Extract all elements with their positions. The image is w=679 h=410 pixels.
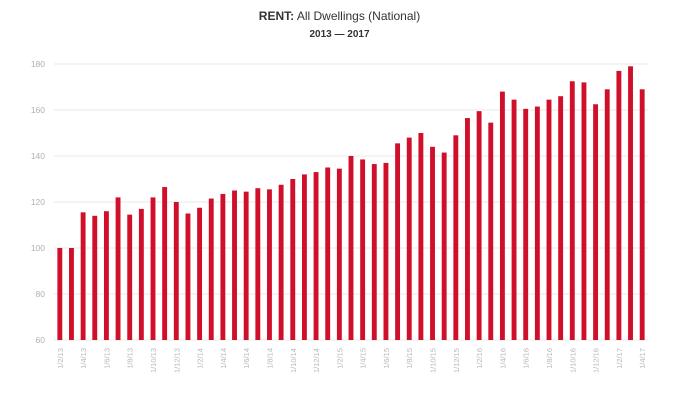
bar	[371, 164, 377, 340]
x-tick-label: 1/12/13	[172, 348, 181, 373]
bar	[581, 82, 587, 341]
bar	[185, 213, 191, 340]
bar	[173, 202, 179, 340]
x-axis-labels: 1/2/13 1/4/13 1/6/13 1/8/13 1/10/13 1/12/13 1/…	[56, 348, 647, 373]
x-tick-label: 1/4/13	[79, 348, 88, 369]
bar	[395, 143, 401, 340]
x-tick-label: 1/10/14	[289, 348, 298, 373]
x-tick-label: 1/12/16	[592, 348, 601, 373]
bar	[406, 137, 412, 340]
bar	[162, 187, 168, 340]
x-tick-label: 1/4/17	[638, 348, 647, 369]
x-tick-label: 1/2/14	[196, 348, 205, 369]
bar	[267, 189, 272, 340]
bar	[80, 212, 86, 340]
bar	[360, 159, 366, 340]
bar	[103, 211, 109, 340]
bars	[57, 66, 645, 341]
x-tick-label: 1/6/13	[102, 348, 111, 369]
x-tick-label: 1/4/14	[219, 348, 228, 369]
bar	[69, 248, 74, 340]
bar	[558, 96, 564, 340]
bar	[383, 162, 389, 340]
y-tick-label: 160	[31, 105, 45, 115]
bar	[336, 168, 342, 340]
x-tick-label: 1/8/14	[265, 348, 274, 369]
y-axis-labels: 60 80 100 120 140 160 180	[31, 59, 45, 345]
y-tick-label: 100	[31, 243, 45, 253]
bar	[499, 91, 505, 340]
bar	[290, 179, 296, 340]
bar	[115, 197, 121, 340]
x-tick-label: 1/8/15	[405, 348, 414, 369]
bar	[92, 215, 98, 340]
bar	[138, 208, 144, 340]
bar	[313, 172, 319, 340]
bar	[465, 118, 470, 340]
bar	[57, 248, 63, 340]
bar	[348, 156, 354, 340]
bar	[301, 174, 307, 340]
bar	[628, 66, 633, 341]
bar	[639, 89, 645, 340]
chart-subtitle: 2013 — 2017	[309, 29, 369, 40]
y-tick-label: 120	[31, 197, 45, 207]
chart-title-prefix: RENT:	[259, 9, 294, 23]
x-tick-label: 1/10/13	[149, 348, 158, 373]
bar	[546, 99, 552, 341]
bar	[208, 198, 214, 340]
x-tick-label: 1/4/15	[359, 348, 368, 369]
bar	[569, 81, 575, 340]
y-tick-label: 180	[31, 59, 45, 69]
bar	[127, 214, 133, 340]
bar	[534, 106, 540, 340]
chart-title: RENT: All Dwellings (National)	[259, 9, 420, 23]
x-tick-label: 1/6/14	[242, 348, 251, 369]
bar	[243, 191, 249, 340]
x-tick-label: 1/2/16	[475, 348, 484, 369]
bar	[511, 99, 517, 341]
bar	[488, 122, 494, 341]
x-tick-label: 1/8/16	[545, 348, 554, 369]
bar	[523, 108, 529, 340]
bar	[232, 190, 237, 340]
x-tick-label: 1/10/16	[568, 348, 577, 373]
bar	[278, 184, 284, 340]
x-tick-label: 1/6/15	[382, 348, 391, 369]
x-tick-label: 1/2/17	[615, 348, 624, 369]
bar	[418, 133, 424, 340]
x-tick-label: 1/8/13	[126, 348, 135, 369]
x-tick-label: 1/2/15	[335, 348, 344, 369]
y-tick-label: 140	[31, 151, 45, 161]
bar	[325, 167, 331, 340]
bar	[604, 89, 610, 340]
x-tick-label: 1/6/16	[522, 348, 531, 369]
bar	[255, 188, 261, 340]
bar	[441, 152, 447, 340]
bar	[197, 207, 203, 340]
x-tick-label: 1/10/15	[429, 348, 438, 373]
x-tick-label: 1/4/16	[498, 348, 507, 369]
y-tick-label: 60	[36, 335, 46, 345]
chart-title-text: All Dwellings (National)	[297, 9, 420, 23]
bar	[220, 193, 226, 340]
y-tick-label: 80	[36, 289, 46, 299]
x-tick-label: 1/12/15	[452, 348, 461, 373]
bar	[476, 111, 482, 341]
bar	[593, 104, 599, 340]
x-tick-label: 1/12/14	[312, 348, 321, 373]
bar	[150, 197, 156, 340]
bar	[430, 146, 435, 340]
bar	[616, 70, 622, 341]
x-tick-label: 1/2/13	[56, 348, 65, 369]
bar	[453, 135, 459, 340]
